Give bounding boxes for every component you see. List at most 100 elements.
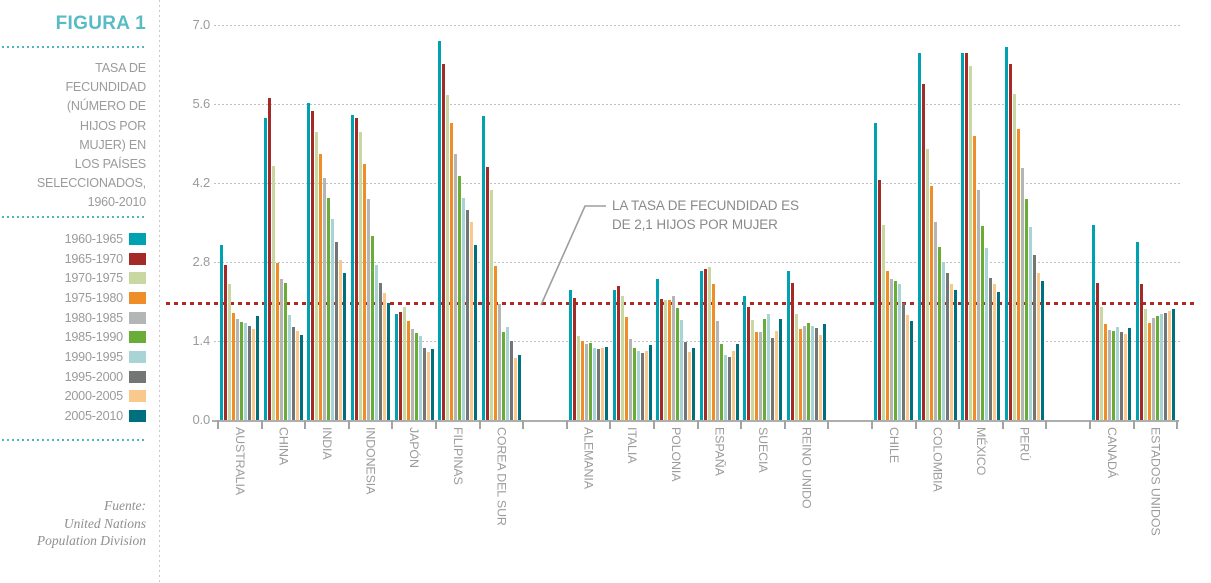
bar bbox=[898, 284, 902, 420]
x-axis-tick bbox=[435, 420, 437, 429]
bar bbox=[620, 295, 624, 420]
bar bbox=[1104, 324, 1108, 420]
x-axis-label: INDIA bbox=[320, 427, 334, 460]
legend-swatch bbox=[129, 272, 146, 285]
gridline bbox=[214, 182, 1180, 184]
bar bbox=[644, 351, 648, 420]
x-axis-tick bbox=[478, 420, 481, 429]
x-axis-tick bbox=[827, 420, 830, 429]
bar bbox=[379, 283, 383, 420]
x-axis-label: REINO UNIDO bbox=[799, 427, 814, 509]
x-axis-tick bbox=[958, 420, 961, 429]
legend-label: 1980-1985 bbox=[64, 310, 124, 325]
bar bbox=[807, 323, 811, 420]
bar bbox=[894, 281, 898, 420]
bar bbox=[1120, 332, 1124, 420]
bar bbox=[315, 131, 319, 420]
legend-label: 1975-1980 bbox=[64, 290, 124, 305]
bar bbox=[731, 351, 735, 420]
legend-row: 1985-1990 bbox=[0, 327, 146, 347]
legend-swatch bbox=[129, 252, 146, 265]
bar bbox=[458, 175, 462, 420]
bar-group-espa-a bbox=[698, 24, 742, 420]
x-axis-label: INDONESIA bbox=[363, 427, 378, 495]
bar bbox=[660, 298, 664, 420]
gridline bbox=[214, 340, 1180, 342]
bar bbox=[581, 340, 585, 420]
bar bbox=[989, 278, 993, 420]
x-axis-line bbox=[212, 420, 1179, 422]
bar bbox=[244, 322, 248, 420]
bar bbox=[1096, 283, 1100, 420]
bar bbox=[228, 284, 232, 420]
legend-swatch bbox=[129, 331, 146, 344]
reference-line bbox=[166, 302, 1197, 305]
x-axis-tick bbox=[914, 420, 917, 429]
legend-row: 1995-2000 bbox=[0, 367, 146, 387]
legend-row: 1980-1985 bbox=[0, 308, 146, 328]
bar bbox=[823, 324, 827, 420]
legend-swatch bbox=[129, 390, 146, 403]
bar bbox=[965, 52, 969, 420]
bar bbox=[1005, 47, 1009, 420]
bar bbox=[605, 346, 609, 420]
bar-group-indonesia bbox=[349, 24, 393, 420]
bar bbox=[977, 190, 981, 420]
bar bbox=[371, 236, 375, 420]
bar bbox=[367, 198, 371, 420]
bar bbox=[628, 339, 632, 420]
x-axis-tick bbox=[391, 420, 394, 429]
bar bbox=[462, 198, 466, 420]
bar bbox=[442, 64, 446, 420]
x-axis-tick bbox=[653, 420, 655, 429]
y-axis-tick-label: 4.2 bbox=[192, 174, 211, 190]
bar bbox=[937, 246, 941, 420]
bar bbox=[430, 348, 434, 420]
bar bbox=[1100, 307, 1104, 420]
x-axis-tick bbox=[260, 420, 263, 429]
y-axis-tick-label: 0.0 bbox=[192, 412, 211, 427]
bar bbox=[672, 296, 676, 420]
bar bbox=[398, 311, 402, 420]
bar-group-filipinas bbox=[436, 24, 480, 420]
bar bbox=[263, 117, 267, 420]
bar bbox=[470, 222, 474, 420]
legend-swatch bbox=[129, 410, 146, 423]
legend-label: 1990-1995 bbox=[64, 349, 124, 364]
legend-label: 2000-2005 bbox=[64, 389, 124, 404]
bar-group-jap-n bbox=[392, 24, 436, 420]
bar bbox=[815, 327, 819, 420]
x-axis-label: ALEMANIA bbox=[581, 427, 596, 489]
figure-source: Fuente: United Nations Population Divisi… bbox=[36, 498, 146, 548]
legend-label: 1965-1970 bbox=[64, 251, 124, 266]
legend-row: 1960-1965 bbox=[0, 229, 146, 249]
bar bbox=[715, 321, 719, 420]
bar bbox=[1128, 327, 1132, 420]
bar bbox=[513, 357, 517, 420]
bar bbox=[410, 328, 414, 420]
bar bbox=[1147, 322, 1151, 420]
bar bbox=[339, 260, 343, 420]
bar bbox=[779, 319, 783, 420]
bar bbox=[577, 336, 581, 420]
bar bbox=[402, 307, 406, 420]
bar bbox=[743, 295, 747, 420]
bar bbox=[450, 123, 454, 420]
figure-number-label: FIGURA 1 bbox=[55, 13, 146, 34]
legend-row: 1965-1970 bbox=[0, 249, 146, 269]
bar-group-estados-unidos bbox=[1134, 24, 1178, 420]
sidebar-divider bbox=[2, 216, 146, 218]
x-axis-tick bbox=[609, 420, 612, 429]
bar bbox=[775, 331, 779, 420]
x-axis-label: CANADÁ bbox=[1104, 427, 1119, 479]
bar bbox=[953, 290, 957, 420]
figure-description: TASA DE FECUNDIDAD (NÚMERO DE HIJOS POR … bbox=[36, 61, 146, 210]
bar bbox=[632, 347, 636, 420]
x-axis-tick bbox=[740, 420, 743, 429]
bar bbox=[307, 102, 311, 420]
bar-group-corea-del-sur bbox=[480, 24, 524, 420]
x-axis-tick bbox=[217, 420, 219, 429]
bar bbox=[573, 298, 577, 420]
bar-group-polonia bbox=[654, 24, 698, 420]
